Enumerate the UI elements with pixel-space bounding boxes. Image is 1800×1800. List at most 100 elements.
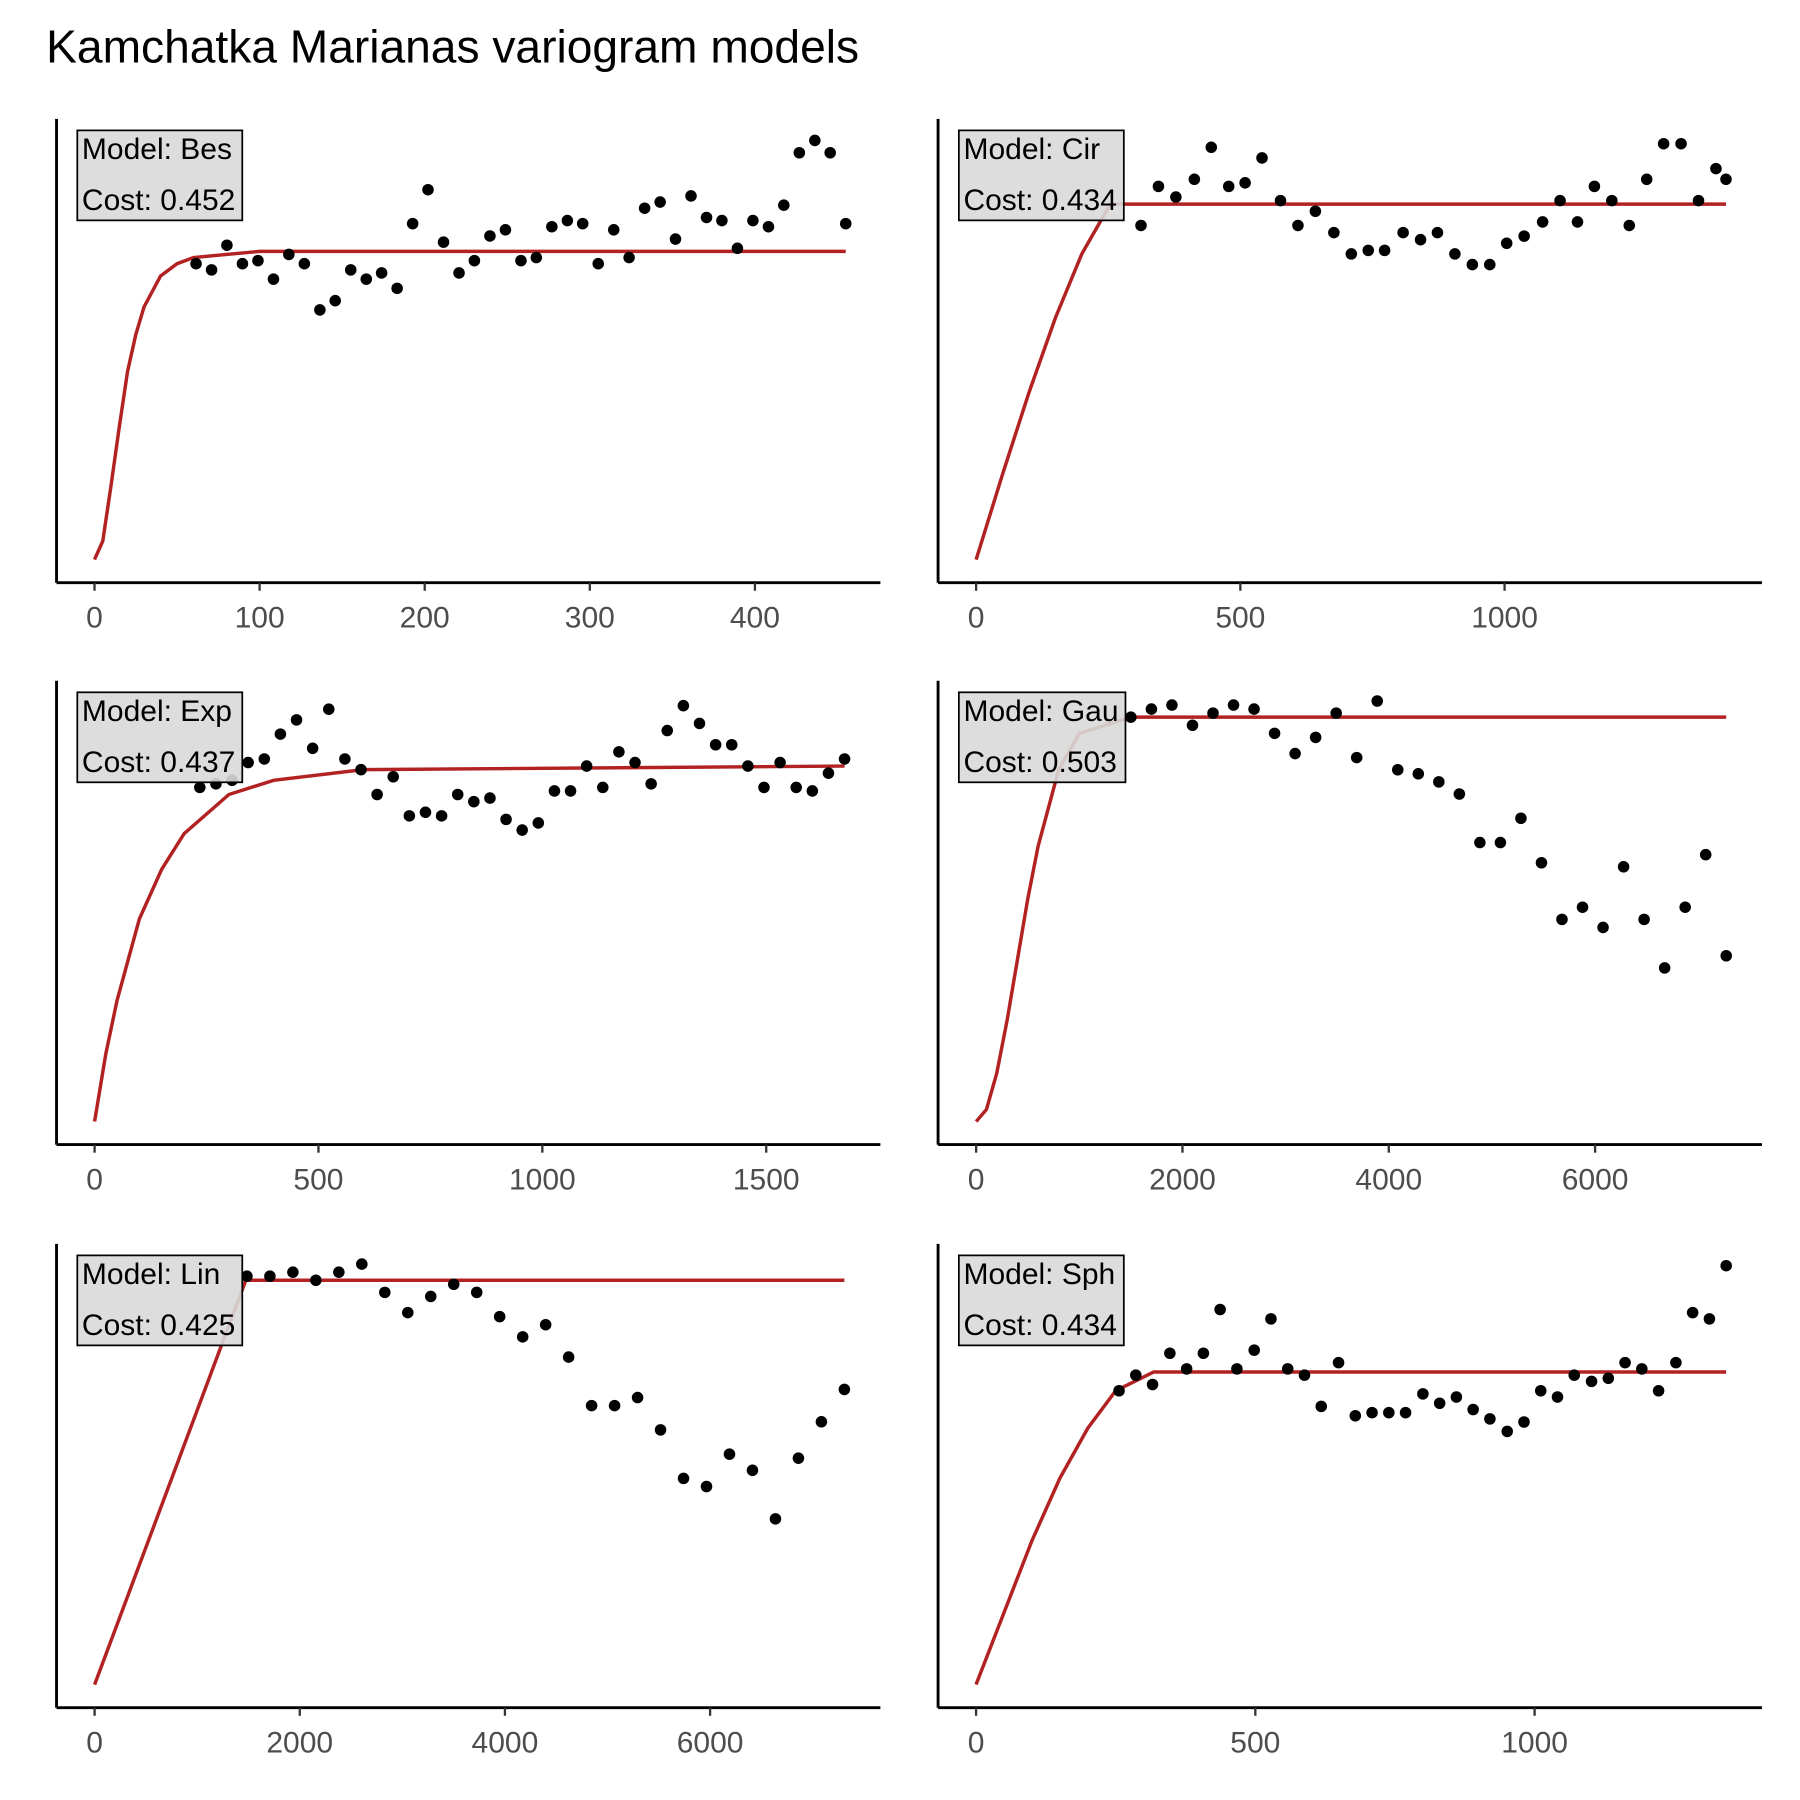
- data-point: [221, 239, 233, 251]
- data-point: [645, 778, 657, 790]
- data-point: [774, 756, 786, 769]
- data-point: [661, 724, 674, 737]
- data-point: [1205, 141, 1218, 154]
- data-point: [1551, 1391, 1564, 1403]
- data-point: [493, 1310, 506, 1323]
- data-point: [1292, 219, 1304, 232]
- data-point: [499, 224, 512, 236]
- data-point: [1268, 727, 1281, 740]
- data-point: [1431, 226, 1444, 239]
- data-point: [437, 236, 450, 248]
- data-point: [762, 220, 775, 233]
- data-point: [1222, 180, 1235, 193]
- data-point: [1239, 177, 1251, 189]
- data-point: [1453, 788, 1466, 800]
- model-line: [92, 764, 845, 1122]
- data-point: [1371, 695, 1384, 707]
- data-point: [447, 1278, 460, 1291]
- data-point: [1606, 194, 1618, 207]
- data-point: [1556, 913, 1568, 926]
- data-point: [424, 1290, 437, 1303]
- data-point: [1433, 1397, 1446, 1410]
- data-point: [515, 254, 527, 267]
- x-tick-label: 0: [968, 1164, 985, 1197]
- data-point: [391, 282, 403, 295]
- data-point: [1135, 219, 1147, 232]
- data-point: [360, 273, 373, 285]
- x-tick-label: 400: [730, 602, 780, 635]
- panel: 0 100 200 300 400 Model: Bes Cost: 0.452: [55, 118, 881, 635]
- data-point: [258, 753, 271, 765]
- data-point: [1362, 244, 1375, 257]
- data-point: [1501, 1425, 1513, 1438]
- data-point: [1350, 751, 1363, 764]
- data-point: [809, 134, 821, 147]
- x-tick-label: 100: [235, 602, 285, 635]
- data-point: [375, 267, 388, 279]
- data-point: [1692, 194, 1705, 207]
- data-point: [1166, 699, 1178, 711]
- data-point: [1658, 962, 1671, 974]
- annotation-text: Model: Gau: [963, 695, 1118, 728]
- data-point: [402, 1306, 414, 1319]
- data-point: [1248, 703, 1260, 715]
- data-point: [329, 294, 341, 307]
- data-point: [1332, 1356, 1345, 1369]
- data-point: [1720, 173, 1732, 186]
- data-point: [747, 214, 759, 227]
- data-point: [1433, 776, 1445, 788]
- data-point: [1474, 836, 1486, 849]
- data-point: [453, 267, 465, 279]
- data-point: [1231, 1363, 1243, 1375]
- data-point: [564, 785, 577, 797]
- data-point: [1652, 1384, 1665, 1397]
- data-point: [468, 254, 481, 267]
- data-point: [355, 763, 367, 776]
- data-point: [561, 214, 574, 227]
- x-tick-label: 1500: [733, 1164, 800, 1197]
- data-point: [790, 781, 802, 794]
- data-point: [1518, 1416, 1530, 1428]
- data-point: [1679, 901, 1691, 914]
- data-point: [746, 1464, 759, 1477]
- x-tick-label: 1000: [509, 1164, 576, 1197]
- data-point: [419, 806, 432, 819]
- data-point: [792, 1452, 805, 1464]
- data-point: [769, 1513, 782, 1525]
- x-tick-label: 0: [86, 1727, 103, 1760]
- data-point: [839, 217, 852, 230]
- data-point: [194, 781, 206, 794]
- data-point: [631, 1391, 644, 1404]
- x-tick-label: 0: [968, 602, 985, 635]
- data-point: [1450, 1391, 1463, 1403]
- data-point: [585, 1399, 598, 1412]
- x-tick-label: 500: [1230, 1727, 1280, 1760]
- annotation-box: [76, 691, 244, 784]
- data-point: [1345, 248, 1358, 260]
- data-point: [1274, 194, 1287, 207]
- data-point: [1207, 707, 1219, 719]
- data-point: [1412, 768, 1425, 780]
- data-point: [1568, 1369, 1581, 1381]
- data-point: [356, 1258, 368, 1270]
- data-point: [1170, 191, 1182, 203]
- data-point: [1397, 226, 1409, 239]
- x-tick-label: 2000: [1149, 1164, 1216, 1197]
- data-point: [1349, 1409, 1362, 1422]
- data-point: [1588, 180, 1601, 193]
- data-point: [1378, 244, 1391, 257]
- data-point: [731, 242, 744, 255]
- x-tick-label: 200: [400, 602, 450, 635]
- x-tick-label: 1000: [1501, 1727, 1568, 1760]
- data-point: [1289, 747, 1301, 760]
- data-point: [530, 251, 543, 264]
- data-point: [1467, 1403, 1479, 1416]
- data-point: [532, 817, 545, 829]
- data-point: [1710, 162, 1722, 175]
- data-point: [608, 1399, 621, 1412]
- data-point: [274, 728, 287, 740]
- data-point: [205, 264, 218, 276]
- data-point: [685, 190, 697, 202]
- data-point: [190, 257, 202, 270]
